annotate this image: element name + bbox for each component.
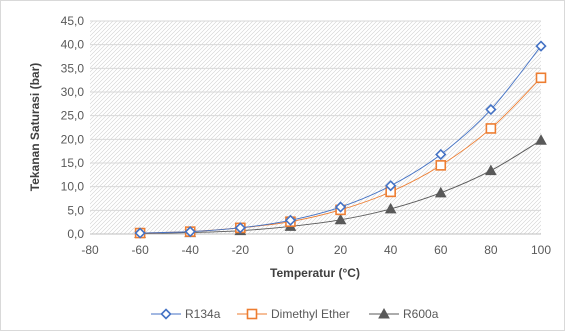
data-point-dimethyl-ether bbox=[485, 123, 497, 134]
legend-item-r134a: R134a bbox=[151, 307, 221, 321]
x-tick-label: 60 bbox=[434, 243, 448, 257]
data-point-r134a bbox=[334, 201, 347, 213]
data-point-r600a bbox=[334, 213, 347, 225]
x-tick-label: -60 bbox=[131, 243, 149, 257]
legend-marker-r134a bbox=[160, 308, 172, 320]
y-tick-label: 40,0 bbox=[61, 38, 85, 52]
axes: 0,0 5,0 10,0 15,0 20,0 25,0 30,0 35,0 40,0 45,0 -8… bbox=[61, 14, 552, 257]
x-tick-label: 0 bbox=[287, 243, 294, 257]
plot-area-background bbox=[90, 21, 541, 234]
legend-label-r134a: R134a bbox=[185, 307, 221, 321]
x-tick-label: 100 bbox=[531, 243, 551, 257]
data-point-dimethyl-ether bbox=[435, 160, 447, 171]
legend-marker-r600a bbox=[378, 307, 390, 319]
y-tick-label: 5,0 bbox=[67, 203, 84, 217]
data-point-r600a bbox=[485, 164, 497, 176]
y-axis-title: Tekanan Saturasi (bar) bbox=[28, 63, 42, 191]
y-tick-label: 20,0 bbox=[61, 132, 85, 146]
legend: R134a Dimethyl Ether R600a bbox=[151, 307, 439, 321]
x-tick-label: -40 bbox=[182, 243, 200, 257]
x-axis-title: Temperatur (°C) bbox=[270, 266, 360, 280]
y-tick-label: 45,0 bbox=[61, 14, 85, 28]
gridlines bbox=[90, 20, 541, 235]
data-point-r600a bbox=[434, 186, 447, 198]
data-point-r134a bbox=[485, 103, 497, 116]
series-r134a bbox=[134, 40, 547, 239]
data-point-r600a bbox=[535, 134, 547, 145]
legend-label-dimethyl-ether: Dimethyl Ether bbox=[271, 307, 350, 321]
y-tick-label: 35,0 bbox=[61, 61, 85, 75]
data-point-r134a bbox=[284, 214, 297, 226]
y-tick-label: 0,0 bbox=[67, 227, 84, 241]
legend-item-dimethyl-ether: Dimethyl Ether bbox=[237, 307, 350, 321]
data-point-dimethyl-ether bbox=[535, 72, 547, 84]
y-tick-label: 25,0 bbox=[61, 109, 85, 123]
x-tick-label: 80 bbox=[484, 243, 498, 257]
data-point-r134a bbox=[535, 40, 547, 52]
y-tick-label: 15,0 bbox=[61, 156, 85, 170]
legend-marker-dimethyl-ether bbox=[246, 308, 258, 320]
data-point-r134a bbox=[134, 227, 146, 239]
data-point-r134a bbox=[234, 222, 246, 234]
data-point-r134a bbox=[435, 148, 447, 161]
legend-label-r600a: R600a bbox=[403, 307, 439, 321]
x-tick-label: 40 bbox=[384, 243, 398, 257]
y-tick-label: 30,0 bbox=[61, 85, 85, 99]
x-tick-label: -80 bbox=[81, 243, 99, 257]
x-tick-label: -20 bbox=[232, 243, 250, 257]
series-layer bbox=[134, 40, 547, 239]
data-point-r134a bbox=[385, 180, 397, 192]
legend-item-r600a: R600a bbox=[369, 307, 439, 321]
data-point-r600a bbox=[384, 202, 397, 214]
data-point-r134a bbox=[184, 226, 196, 238]
y-tick-label: 10,0 bbox=[61, 180, 85, 194]
x-tick-label: 20 bbox=[334, 243, 348, 257]
